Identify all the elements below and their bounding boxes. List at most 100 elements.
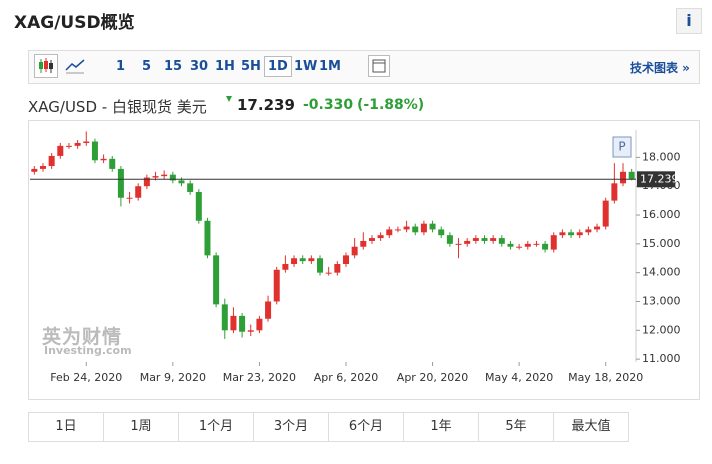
candle-body [83, 141, 90, 143]
candle-body [455, 243, 462, 245]
watermark-site: Investing.com [44, 344, 132, 357]
interval[interactable]: 5 [142, 59, 152, 74]
candle-body [126, 197, 133, 199]
y-tick-label: 14.000 [642, 266, 681, 279]
candle-body [576, 232, 583, 236]
candle-body [542, 243, 549, 250]
candle-body [524, 243, 531, 247]
candle-body [568, 232, 575, 236]
y-tick-label: 11.000 [642, 352, 681, 365]
range-tab[interactable]: 5年 [478, 412, 554, 442]
candle-body [403, 226, 410, 230]
candle-body [481, 238, 488, 241]
range-tab[interactable]: 1日 [28, 412, 104, 442]
candle-body [516, 246, 523, 248]
quote-change: -0.330 [303, 97, 354, 113]
interval[interactable]: 1H [215, 59, 235, 74]
candle-icon[interactable] [34, 54, 58, 78]
chart: 11.00012.00013.00014.00015.00016.00017.0… [30, 130, 681, 384]
candle-body [91, 141, 98, 161]
interval[interactable]: 5H [241, 59, 261, 74]
interval[interactable]: 15 [164, 59, 183, 74]
y-tick-label: 15.000 [642, 237, 681, 250]
candle-body [429, 223, 436, 230]
line-icon[interactable] [64, 56, 86, 76]
y-tick-label: 13.000 [642, 294, 681, 307]
range-tab[interactable]: 最大值 [553, 412, 629, 442]
candle-body [178, 180, 185, 184]
candle-body [412, 226, 419, 233]
candle-body [31, 168, 38, 172]
x-tick-label: Apr 20, 2020 [397, 371, 469, 384]
candle-body [498, 238, 505, 244]
quote-price: 17.239 [237, 96, 295, 114]
candle-body [282, 264, 289, 270]
y-tick-label: 12.000 [642, 323, 681, 336]
candle-body [299, 258, 306, 262]
range-tab[interactable]: 3个月 [253, 412, 329, 442]
candle-body [420, 223, 427, 233]
candle-body [559, 232, 566, 236]
candle-body [187, 183, 194, 192]
candle-body [490, 238, 497, 241]
candle-body [169, 174, 176, 181]
range-tab[interactable]: 1周 [103, 412, 179, 442]
candle-body [65, 145, 72, 147]
interval[interactable]: 1 [116, 59, 126, 74]
last-price-label: 17.239 [640, 172, 679, 185]
candle-body [195, 191, 202, 221]
candle-body [100, 158, 107, 161]
candle-body [317, 258, 324, 273]
x-tick-label: Mar 23, 2020 [223, 371, 296, 384]
range-tab[interactable]: 1个月 [178, 412, 254, 442]
candle-body [594, 226, 601, 230]
range-tab[interactable]: 6个月 [328, 412, 404, 442]
candle-body [39, 166, 46, 169]
candle-body [446, 235, 453, 244]
candle-body [213, 255, 220, 305]
candle-body [57, 145, 64, 156]
candle-body [325, 272, 332, 274]
page-title: XAG/USD概览 [14, 13, 135, 33]
chart-frame [28, 120, 700, 400]
info-button[interactable]: i [676, 8, 702, 34]
candle-body [351, 246, 358, 256]
candle-body [152, 176, 159, 178]
interval[interactable]: 1M [319, 59, 341, 74]
x-tick-label: Feb 24, 2020 [50, 371, 122, 384]
candle-body [368, 238, 375, 241]
interval[interactable]: 30 [190, 59, 209, 74]
candle-body [628, 171, 635, 180]
candle-body [611, 183, 618, 201]
candle-body [386, 229, 393, 236]
quote-name: XAG/USD - 白银现货 美元 [28, 98, 207, 116]
x-tick-label: Apr 6, 2020 [314, 371, 379, 384]
y-tick-label: 18.000 [642, 150, 681, 163]
candle-body [291, 258, 298, 265]
interval-active[interactable]: 1D [264, 56, 292, 77]
settings-icon[interactable] [368, 55, 390, 77]
candle-body [394, 229, 401, 231]
quote-change-pct: (-1.88%) [357, 97, 425, 113]
candle-body [204, 220, 211, 256]
candle-body [342, 255, 349, 265]
candle-body [221, 304, 228, 331]
candle-body [308, 258, 315, 262]
candle-body [161, 174, 168, 177]
candle-body [117, 168, 124, 198]
candle-body [507, 243, 514, 247]
toolbar [28, 50, 700, 84]
candle-body [334, 264, 341, 273]
x-tick-label: May 4, 2020 [485, 371, 553, 384]
tech-chart-link[interactable]: 技术图表 » [630, 61, 690, 75]
y-tick-label: 16.000 [642, 208, 681, 221]
candle-body [265, 301, 272, 319]
candle-body [109, 158, 116, 169]
candle-body [533, 243, 540, 245]
interval[interactable]: 1W [294, 59, 318, 74]
candle-body [602, 200, 609, 227]
candle-body [48, 155, 55, 167]
candle-body [230, 315, 237, 331]
range-tab[interactable]: 1年 [403, 412, 479, 442]
